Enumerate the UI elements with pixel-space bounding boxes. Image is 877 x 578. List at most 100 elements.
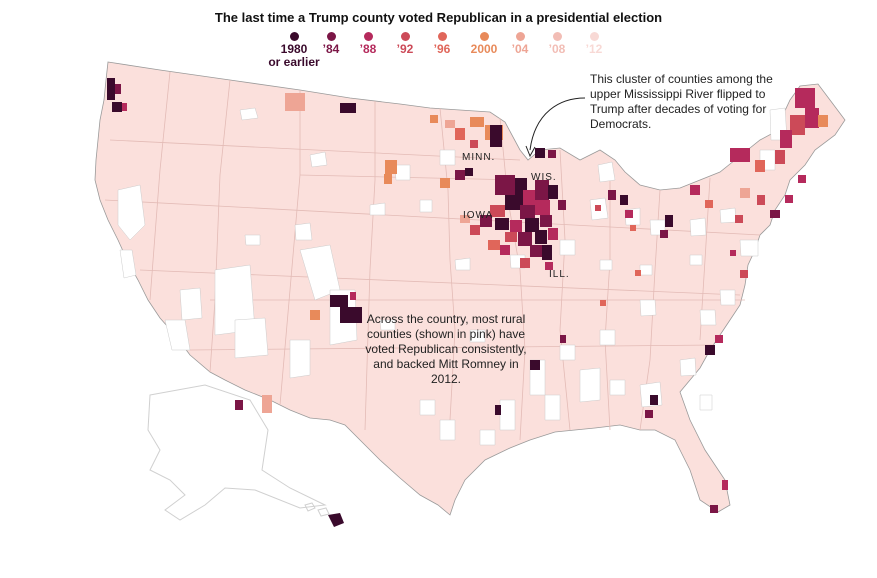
- county-co-4: [350, 292, 356, 300]
- county-cluster-14: [540, 215, 552, 227]
- county-ny-4: [740, 188, 750, 198]
- chart-title: The last time a Trump county voted Repub…: [214, 10, 663, 25]
- legend-item-88: ’88: [338, 32, 398, 56]
- county-ny-3: [735, 215, 743, 223]
- legend-label-88: ’88: [359, 42, 377, 56]
- county-nh-2: [775, 150, 785, 164]
- legend: 1980 or earlier ’84 ’88 ’92 ’96 2000 ’04: [264, 32, 614, 77]
- legend-label-84: ’84: [322, 42, 340, 56]
- county-mi-2: [620, 195, 628, 205]
- county-mn-9: [440, 178, 450, 188]
- county-cluster-20: [488, 240, 500, 250]
- county-mn-5: [455, 128, 465, 140]
- county-cluster-5: [535, 180, 549, 200]
- hawaii-outline: [304, 502, 330, 517]
- county-fl-1: [722, 480, 728, 490]
- county-ny-5: [757, 195, 765, 205]
- county-co-2: [340, 307, 362, 323]
- county-wa-2: [115, 84, 121, 94]
- county-nh-1: [780, 130, 792, 148]
- county-ga-2: [645, 410, 653, 418]
- county-ma-1: [798, 175, 806, 183]
- county-ny-2: [705, 200, 713, 208]
- county-cluster-24: [520, 258, 530, 268]
- county-ga-1: [650, 395, 658, 405]
- county-cluster-13: [525, 218, 539, 232]
- legend-swatch-08: [552, 32, 562, 41]
- county-cluster-1: [495, 175, 515, 195]
- alaska-outline: [147, 384, 327, 521]
- county-az-1: [262, 395, 272, 413]
- county-wa-4: [122, 103, 127, 111]
- county-az-2: [235, 400, 243, 410]
- county-mn-4: [490, 125, 502, 147]
- legend-label-2000: 2000: [470, 42, 498, 56]
- county-cluster-17: [518, 232, 532, 246]
- legend-sublabel-1980: or earlier: [268, 55, 320, 69]
- legend-item-08: ’08: [527, 32, 587, 56]
- legend-label-92: ’92: [396, 42, 414, 56]
- county-cluster-10: [480, 215, 492, 227]
- county-mn-2: [470, 117, 484, 127]
- legend-swatch-96: [437, 32, 447, 41]
- legend-swatch-12: [589, 32, 599, 41]
- county-cluster-11: [495, 218, 509, 230]
- county-mn-7: [455, 170, 465, 180]
- county-nc-1: [715, 335, 723, 343]
- legend-label-04: ’04: [511, 42, 529, 56]
- county-oh-1: [665, 215, 673, 227]
- county-wa-3: [112, 102, 122, 112]
- county-mi-1: [608, 190, 616, 200]
- county-cluster-26: [460, 215, 470, 223]
- county-cluster-15: [470, 225, 480, 235]
- annotation-rural: Across the country, most rural counties …: [365, 312, 527, 386]
- legend-item-04: ’04: [490, 32, 550, 56]
- county-mn-8: [465, 168, 473, 176]
- county-cluster-6: [548, 185, 558, 199]
- county-mn-1: [445, 120, 455, 128]
- county-cluster-23: [542, 245, 552, 260]
- legend-swatch-88: [363, 32, 373, 41]
- county-ms-1: [530, 360, 540, 370]
- county-cluster-4: [523, 190, 535, 205]
- legend-item-1980: 1980 or earlier: [264, 32, 324, 69]
- legend-swatch-04: [515, 32, 525, 41]
- annotation-mississippi: This cluster of counties among the upper…: [590, 72, 773, 131]
- county-oh-2: [660, 230, 668, 238]
- legend-item-92: ’92: [375, 32, 435, 56]
- legend-label-1980: 1980: [280, 42, 308, 56]
- county-wi-2: [548, 150, 556, 158]
- county-mi-5: [630, 225, 636, 231]
- county-cluster-19: [548, 228, 558, 240]
- county-mi-3: [625, 210, 633, 218]
- county-fl-2: [710, 505, 718, 513]
- county-wv-1: [635, 270, 641, 276]
- county-cluster-25: [545, 262, 553, 270]
- state-label-minn: MINN.: [462, 152, 496, 163]
- county-cluster-27: [558, 200, 566, 210]
- legend-item-2000: 2000: [454, 32, 514, 56]
- county-cluster-21: [500, 245, 510, 255]
- county-va-1: [740, 270, 748, 278]
- county-mi-4: [595, 205, 601, 211]
- legend-swatch-84: [326, 32, 336, 41]
- county-ny-1: [690, 185, 700, 195]
- county-cluster-22: [530, 245, 542, 257]
- county-nd-2: [430, 115, 438, 123]
- white-counties: [117, 107, 788, 446]
- county-wi-1: [535, 148, 545, 158]
- county-sc-1: [705, 345, 715, 355]
- county-me-4: [790, 115, 805, 135]
- legend-swatch-1980: [289, 32, 299, 41]
- county-mn-6: [470, 140, 478, 148]
- county-me-3: [818, 115, 828, 127]
- legend-item-96: ’96: [412, 32, 472, 56]
- county-la-1: [495, 405, 501, 415]
- county-me-2: [805, 108, 819, 128]
- county-ct-1: [785, 195, 793, 203]
- county-wa-coast: [107, 78, 115, 100]
- state-label-iowa: IOWA: [463, 210, 494, 221]
- hawaii-county: [328, 513, 344, 527]
